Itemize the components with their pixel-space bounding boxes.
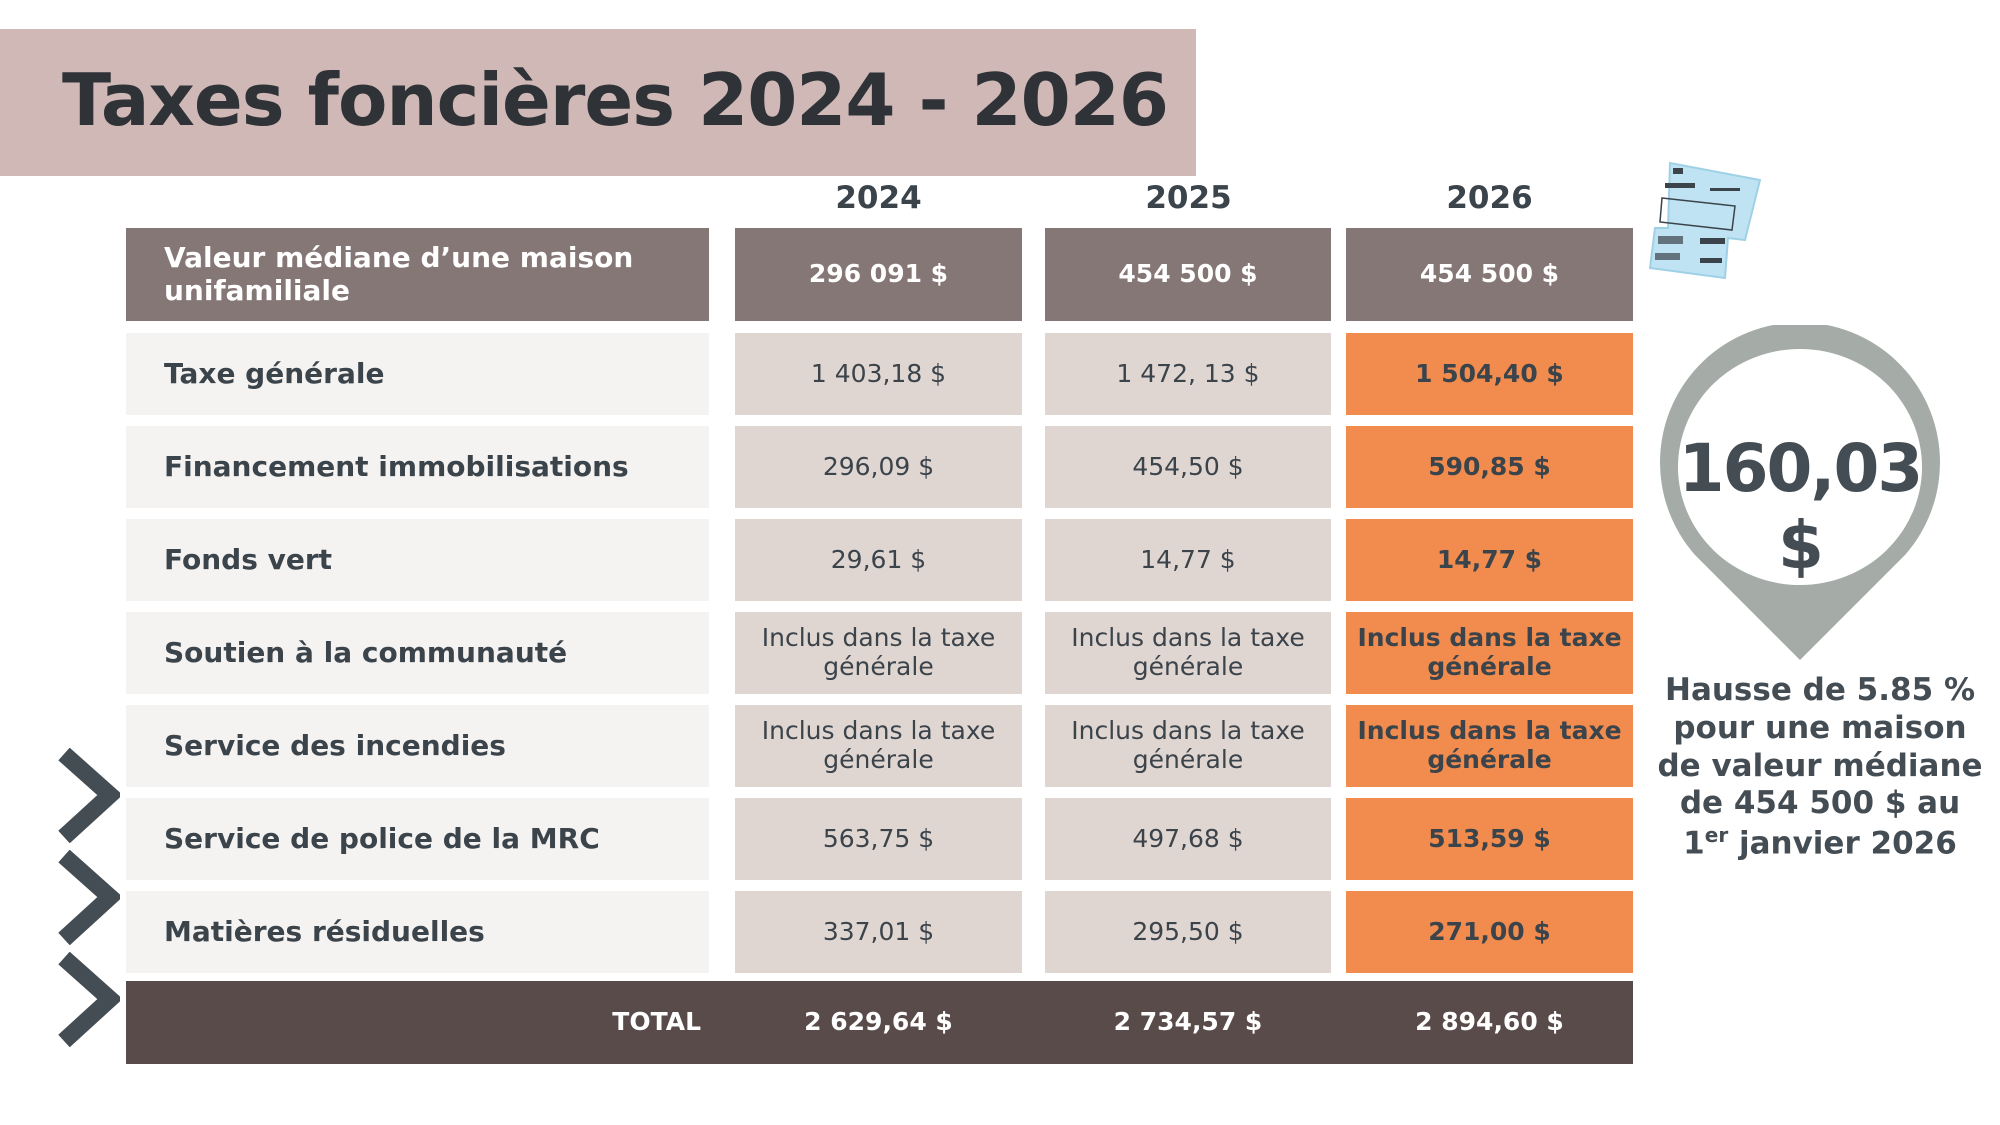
row-value-2026-text: 271,00 $ [1428,916,1551,946]
row-label-text: Matières résiduelles [164,914,485,948]
row-value-2026: 1 504,40 $ [1346,333,1633,415]
year-header-2024: 2024 [835,180,922,216]
row-label-text: Financement immobilisations [164,449,629,483]
row-value-2026-text: 590,85 $ [1428,451,1551,481]
row-value-2026-text: 1 504,40 $ [1415,358,1564,388]
row-value-2025: 14,77 $ [1045,519,1331,601]
header-value-2026: 454 500 $ [1346,228,1633,321]
row-value-2025-text: 14,77 $ [1140,544,1236,574]
title-band [0,29,1196,176]
row-value-2025: 1 472, 13 $ [1045,333,1331,415]
row-value-2025-text: 454,50 $ [1132,451,1244,481]
row-label: Fonds vert [126,519,709,601]
row-value-2025: 295,50 $ [1045,891,1331,973]
row-label: Soutien à la communauté [126,612,709,694]
row-value-2026: 590,85 $ [1346,426,1633,508]
row-label: Taxe générale [126,333,709,415]
row-value-2024-text: 296,09 $ [822,451,935,481]
total-value-2024-text: 2 629,64 $ [804,1007,953,1037]
row-label: Service de police de la MRC [126,798,709,880]
row-value-2026: Inclus dans la taxe générale [1346,705,1633,787]
year-header-2025: 2025 [1145,180,1232,216]
row-value-2024-text: 29,61 $ [830,544,927,574]
row-value-2024-text: 337,01 $ [822,916,935,946]
row-value-2025: 497,68 $ [1045,798,1331,880]
row-label-text: Fonds vert [164,542,333,576]
header-value-2026-text: 454 500 $ [1419,259,1560,289]
row-value-2025: Inclus dans la taxe générale [1045,705,1331,787]
header-value-2025-text: 454 500 $ [1118,259,1258,289]
total-value-2024: 2 629,64 $ [735,981,1022,1064]
increase-caption: Hausse de 5.85 % pour une maison de vale… [1650,672,1990,863]
row-value-2024-text: Inclus dans la taxe générale [761,623,996,681]
row-value-2024: Inclus dans la taxe générale [735,705,1022,787]
row-value-2024-text: 563,75 $ [822,823,935,853]
row-label: Service des incendies [126,705,709,787]
row-label-text: Service de police de la MRC [164,821,600,855]
row-label: Matières résiduelles [126,891,709,973]
caption-sup: er [1704,823,1729,848]
caption-day: 1 [1683,825,1705,862]
row-value-2026: 513,59 $ [1346,798,1633,880]
header-value-2025: 454 500 $ [1045,228,1331,321]
row-value-2025-text: Inclus dans la taxe générale [1071,623,1305,681]
row-value-2024-text: 1 403,18 $ [810,358,947,388]
row-value-2026-text: 14,77 $ [1436,544,1543,574]
row-label-text: Soutien à la communauté [164,635,568,669]
row-value-2025: 454,50 $ [1045,426,1331,508]
row-label-text: Service des incendies [164,728,506,762]
year-header-2026: 2026 [1446,180,1533,216]
total-value-2025-text: 2 734,57 $ [1113,1007,1263,1037]
row-value-2024: 1 403,18 $ [735,333,1022,415]
row-value-2026-text: 513,59 $ [1428,823,1551,853]
chevron-right-icon [58,952,120,1047]
row-value-2026: 14,77 $ [1346,519,1633,601]
total-value-2026: 2 894,60 $ [1346,981,1633,1064]
increase-amount: 160,03 $ [1678,430,1924,584]
header-label: Valeur médiane d’une maison unifamiliale [126,228,709,321]
row-value-2025-text: 1 472, 13 $ [1116,358,1260,388]
row-value-2026: Inclus dans la taxe générale [1346,612,1633,694]
total-label-text: TOTAL [612,1007,701,1037]
caption-end: janvier 2026 [1738,825,1957,862]
row-value-2024: 296,09 $ [735,426,1022,508]
row-value-2025: Inclus dans la taxe générale [1045,612,1331,694]
total-value-2025: 2 734,57 $ [1045,981,1331,1064]
caption-text: Hausse de 5.85 % pour une maison de vale… [1657,672,1983,822]
row-label-text: Taxe générale [164,356,385,390]
row-value-2024-text: Inclus dans la taxe générale [761,716,996,774]
row-value-2026-text: Inclus dans la taxe générale [1357,716,1622,774]
header-label-text: Valeur médiane d’une maison unifamiliale [164,241,634,307]
total-row [126,981,1633,1064]
row-value-2024: 563,75 $ [735,798,1022,880]
row-value-2025-text: 497,68 $ [1132,823,1244,853]
location-pin-icon [1660,325,1940,660]
total-value-2026-text: 2 894,60 $ [1415,1007,1564,1037]
row-value-2025-text: Inclus dans la taxe générale [1071,716,1305,774]
header-value-2024-text: 296 091 $ [808,259,949,289]
row-value-2026-text: Inclus dans la taxe générale [1357,623,1622,681]
row-value-2026: 271,00 $ [1346,891,1633,973]
total-label: TOTAL [126,981,709,1064]
header-value-2024: 296 091 $ [735,228,1022,321]
row-value-2024: 337,01 $ [735,891,1022,973]
chevron-right-icon [58,748,120,843]
row-value-2024: Inclus dans la taxe générale [735,612,1022,694]
row-label: Financement immobilisations [126,426,709,508]
chevron-right-icon [58,850,120,945]
row-value-2025-text: 295,50 $ [1132,916,1244,946]
page-title: Taxes foncières 2024 - 2026 [62,58,1169,142]
tax-bill-icon [1648,161,1762,280]
row-value-2024: 29,61 $ [735,519,1022,601]
